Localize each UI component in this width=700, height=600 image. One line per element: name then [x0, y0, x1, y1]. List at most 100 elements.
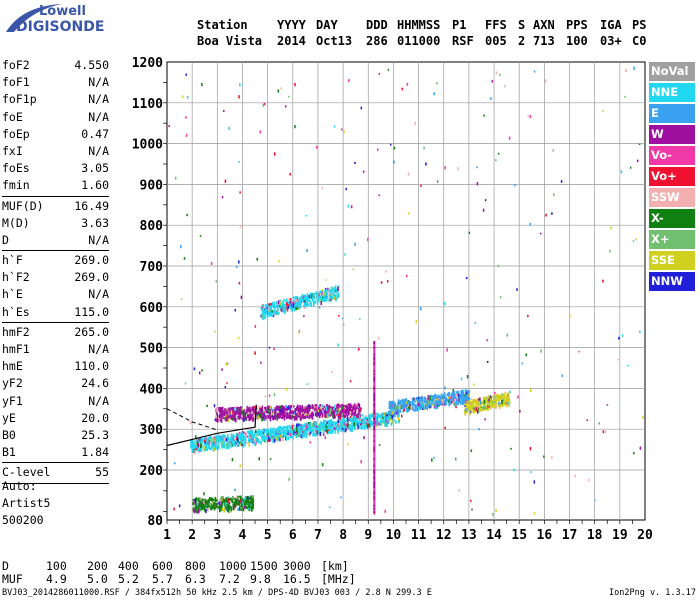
- echo-mark: [332, 411, 334, 415]
- echo-mark: [421, 403, 424, 408]
- echo-mark: [300, 410, 303, 413]
- echo-mark: [285, 301, 288, 307]
- noise-mark: [604, 430, 607, 434]
- echo-mark: [411, 403, 414, 407]
- echo-mark: [494, 394, 497, 400]
- noise-mark: [377, 336, 380, 340]
- param-row: B1 1.84: [2, 444, 109, 461]
- echo-mark: [325, 423, 328, 426]
- echo-mark: [351, 427, 354, 432]
- echo-mark: [275, 405, 278, 409]
- echo-mark: [303, 423, 306, 427]
- echo-mark: [330, 295, 333, 300]
- echo-mark: [220, 505, 222, 510]
- echo-mark: [310, 426, 313, 431]
- echo-mark: [324, 289, 327, 292]
- echo-mark: [329, 419, 332, 423]
- echo-mark: [312, 405, 314, 409]
- echo-mark: [233, 417, 236, 422]
- noise-mark: [181, 95, 184, 98]
- echo-mark: [322, 427, 325, 430]
- echo-mark: [272, 429, 274, 432]
- echo-mark: [208, 504, 210, 508]
- echo-mark: [302, 295, 305, 299]
- noise-mark: [588, 478, 590, 482]
- echo-mark: [206, 441, 209, 446]
- echo-mark: [210, 447, 213, 451]
- noise-mark: [465, 276, 468, 280]
- header-value-10: 03+: [600, 34, 622, 48]
- noise-mark: [533, 480, 536, 484]
- noise-mark: [231, 457, 234, 462]
- interference-mark: [373, 354, 376, 358]
- echo-mark: [412, 402, 415, 406]
- echo-mark: [200, 443, 203, 447]
- interference-mark: [373, 505, 376, 508]
- echo-mark: [316, 409, 319, 413]
- echo-mark: [392, 414, 395, 417]
- echo-mark: [224, 443, 227, 448]
- echo-mark: [390, 404, 392, 409]
- echo-mark: [261, 411, 264, 415]
- echo-mark: [216, 445, 219, 450]
- echo-mark: [289, 303, 291, 308]
- echo-mark: [266, 409, 269, 413]
- echo-mark: [398, 413, 400, 417]
- echo-mark: [428, 405, 431, 409]
- echo-mark: [391, 404, 394, 407]
- echo-mark: [467, 403, 469, 408]
- echo-mark: [250, 506, 252, 509]
- echo-mark: [199, 500, 201, 506]
- x-tick-label: 11: [411, 528, 427, 543]
- echo-mark: [416, 408, 419, 411]
- echo-mark: [327, 290, 329, 294]
- echo-mark: [308, 421, 310, 426]
- echo-mark: [270, 406, 273, 411]
- echo-mark: [194, 450, 196, 455]
- echo-mark: [287, 431, 289, 436]
- echo-mark: [403, 407, 405, 412]
- noise-mark: [350, 205, 353, 209]
- noise-mark: [214, 418, 217, 421]
- echo-mark: [220, 411, 222, 414]
- echo-mark: [252, 439, 254, 443]
- echo-mark: [333, 415, 335, 419]
- echo-mark: [464, 403, 466, 406]
- legend-item-noval: NoVal: [649, 62, 695, 81]
- echo-mark: [252, 408, 255, 412]
- echo-mark: [245, 501, 248, 505]
- echo-mark: [314, 407, 316, 411]
- echo-mark: [345, 409, 348, 412]
- echo-mark: [300, 426, 303, 431]
- echo-mark: [310, 303, 312, 308]
- echo-mark: [420, 399, 423, 402]
- echo-mark: [419, 399, 421, 402]
- echo-mark: [353, 422, 356, 426]
- noise-mark: [642, 415, 644, 419]
- echo-mark: [283, 416, 286, 421]
- param-row: yF1 N/A: [2, 393, 109, 410]
- echo-mark: [222, 496, 225, 499]
- echo-mark: [279, 405, 282, 409]
- echo-mark: [267, 307, 270, 312]
- echo-mark: [431, 400, 434, 405]
- echo-mark: [210, 438, 213, 443]
- echo-mark: [228, 502, 231, 504]
- noise-mark: [446, 348, 448, 352]
- echo-mark: [337, 291, 339, 295]
- echo-mark: [216, 411, 218, 415]
- echo-mark: [406, 409, 408, 413]
- echo-mark: [248, 439, 250, 443]
- echo-mark: [262, 410, 264, 413]
- echo-mark: [473, 405, 476, 409]
- noise-mark: [315, 145, 318, 149]
- echo-mark: [296, 430, 299, 435]
- echo-mark: [195, 509, 197, 513]
- x-tick-label: 16: [537, 528, 553, 543]
- interference-mark: [373, 450, 376, 454]
- echo-mark: [396, 407, 398, 411]
- echo-mark: [450, 396, 452, 400]
- echo-mark: [313, 293, 315, 296]
- interference-mark: [373, 424, 376, 428]
- echo-mark: [256, 431, 259, 435]
